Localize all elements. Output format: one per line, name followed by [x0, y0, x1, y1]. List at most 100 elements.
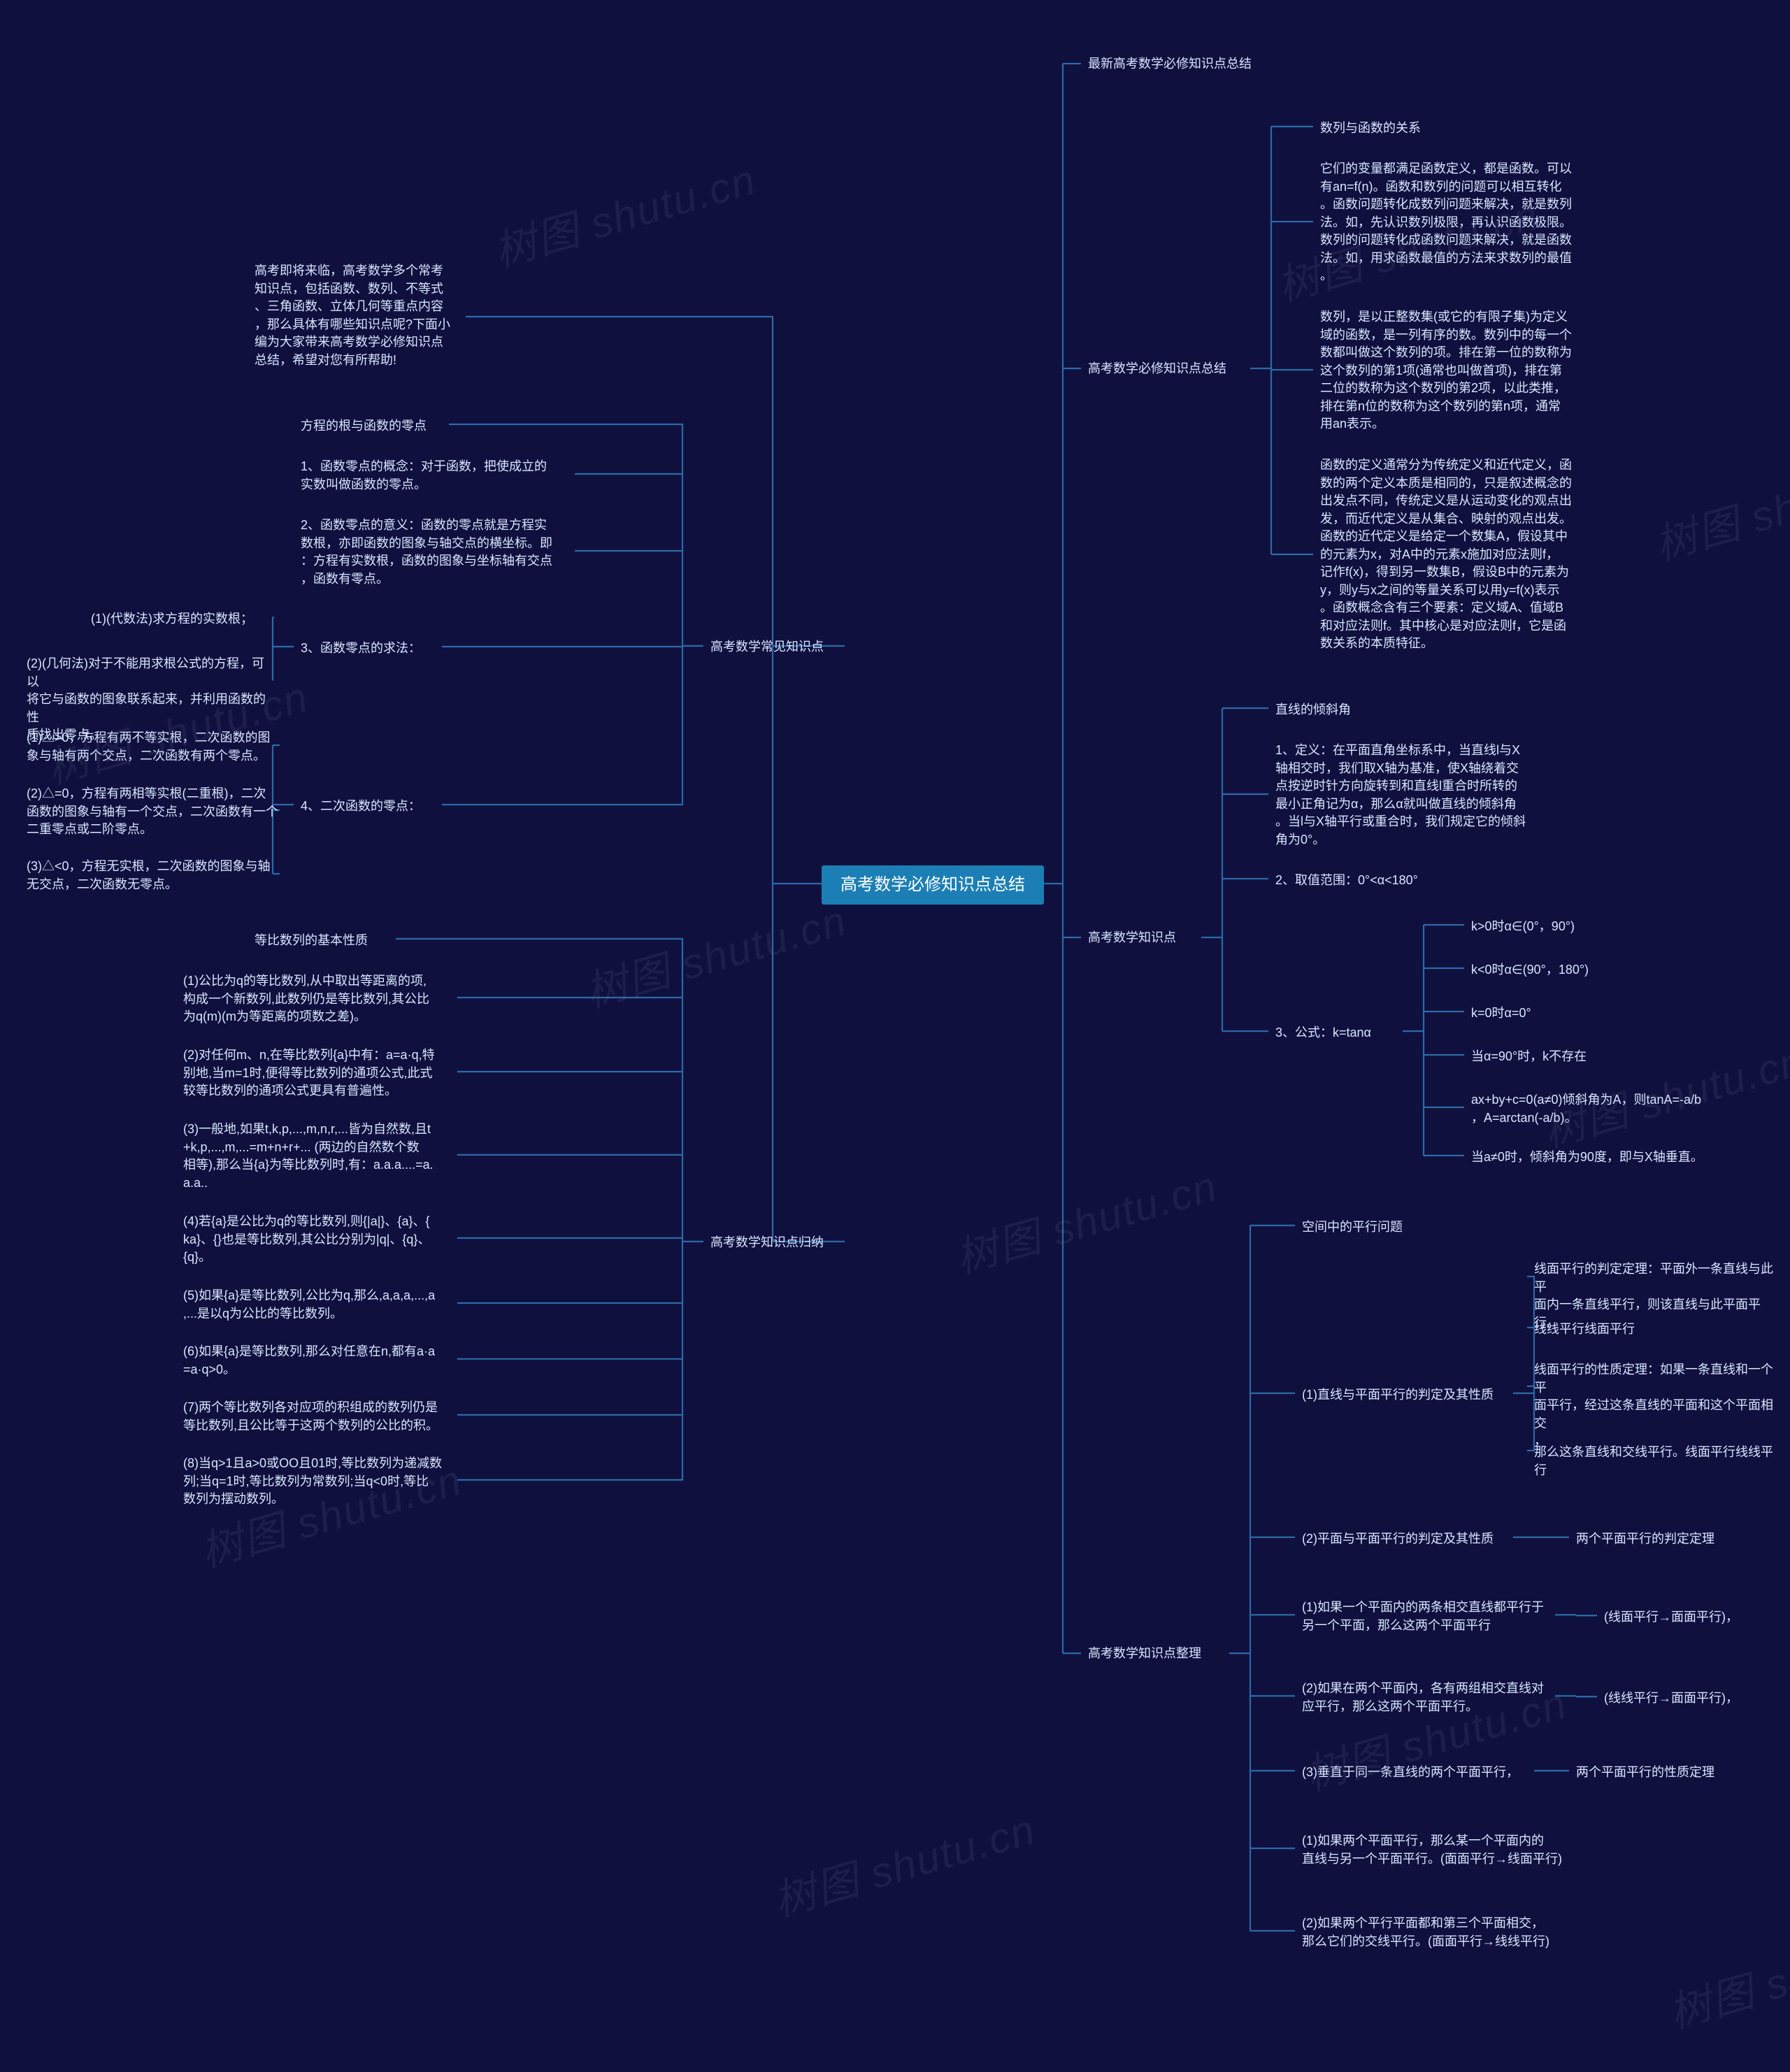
node-R1b: 它们的变量都满足函数定义，都是函数。可以 有an=f(n)。函数和数列的问题可以…: [1317, 158, 1589, 287]
node-label: (3)△<0，方程无实根，二次函数的图象与轴 无交点，二次函数无零点。: [27, 858, 278, 893]
node-label: (6)如果{a}是等比数列,那么对任意在n,都有a·a =a·q>0。: [183, 1343, 456, 1379]
node-R3b4: 那么这条直线和交线平行。线面平行线线平行: [1531, 1441, 1782, 1481]
node-label: 方程的根与函数的零点: [301, 417, 448, 436]
node-L1: 高考数学常见知识点: [708, 636, 846, 659]
node-R3b3: 线面平行的性质定理：如果一条直线和一个平 面平行，经过这条直线的平面和这个平面相…: [1531, 1359, 1782, 1453]
node-R2d1: k>0时α∈(0°，90°): [1468, 916, 1628, 938]
node-label: 它们的变量都满足函数定义，都是函数。可以 有an=f(n)。函数和数列的问题可以…: [1320, 160, 1586, 285]
node-label: 线面平行的性质定理：如果一条直线和一个平 面平行，经过这条直线的平面和这个平面相…: [1534, 1361, 1779, 1451]
node-label: 1、定义：在平面直角坐标系中，当直线l与X 轴相交时，我们取X轴为基准，使X轴绕…: [1275, 742, 1541, 849]
node-L2e: (4)若{a}是公比为q的等比数列,则{|a|}、{a}、{ ka}、{}也是等…: [180, 1211, 459, 1269]
watermark: 树图 shutu.cn: [1661, 1908, 1790, 2041]
node-R3d: (1)如果一个平面内的两条相交直线都平行于 另一个平面，那么这两个平面平行: [1299, 1597, 1556, 1636]
node-label: 高考数学知识点整理: [1088, 1645, 1228, 1663]
node-label: (2)△=0，方程有两相等实根(二重根)，二次 函数的图象与轴有一个交点，二次函…: [27, 785, 278, 839]
node-label: 高考数学常见知识点: [710, 638, 843, 656]
node-L1d: 3、函数零点的求法：: [298, 638, 443, 660]
node-L2i: (8)当q>1且a>0或OO且01时,等比数列为递减数 列;当q=1时,等比数列…: [180, 1453, 459, 1511]
node-L1e1: (1)△>0，方程有两不等实根，二次函数的图 象与轴有两个交点，二次函数有两个零…: [24, 727, 281, 767]
watermark: 树图 shutu.cn: [577, 887, 853, 1020]
node-R2b: 1、定义：在平面直角坐标系中，当直线l与X 轴相交时，我们取X轴为基准，使X轴绕…: [1273, 740, 1544, 851]
node-label: 数列，是以正整数集(或它的有限子集)为定义 域的函数，是一列有序的数。数列中的每…: [1320, 308, 1586, 433]
node-L2f: (5)如果{a}是等比数列,公比为q,那么,a,a,a,...,a ,...是以…: [180, 1285, 459, 1325]
node-label: 2、取值范围：0°<α<180°: [1275, 872, 1457, 890]
node-L2h: (7)两个等比数列各对应项的积组成的数列仍是 等比数列,且公比等于这两个数列的公…: [180, 1397, 459, 1437]
node-R2d: 3、公式：k=tanα: [1273, 1022, 1404, 1044]
node-label: 数列与函数的关系: [1320, 120, 1446, 138]
node-label: (线面平行→面面平行)，: [1604, 1609, 1758, 1627]
node-R2d4: 当α=90°时，k不存在: [1468, 1046, 1628, 1068]
watermark: 树图 shutu.cn: [766, 1796, 1042, 1929]
node-R3da: (线面平行→面面平行)，: [1601, 1606, 1761, 1629]
node-L1c: 2、函数零点的意义：函数的零点就是方程实 数根，亦即函数的图象与轴交点的横坐标。…: [298, 515, 576, 590]
node-label: 高考数学知识点: [1088, 929, 1200, 947]
node-R3g: (1)如果两个平面平行，那么某一个平面内的 直线与另一个平面平行。(面面平行→线…: [1299, 1830, 1570, 1870]
node-R3f: (3)垂直于同一条直线的两个平面平行，: [1299, 1762, 1535, 1784]
node-R2d6: 当a≠0时，倾斜角为90度，即与X轴垂直。: [1468, 1146, 1726, 1169]
node-L2a: 等比数列的基本性质: [252, 930, 397, 952]
node-R1: 高考数学必修知识点总结: [1085, 358, 1252, 380]
node-L2d: (3)一般地,如果t,k,p,...,m,n,r,...皆为自然数,且t +k,…: [180, 1118, 459, 1194]
node-R0: 最新高考数学必修知识点总结: [1085, 53, 1287, 75]
node-R3e: (2)如果在两个平面内，各有两组相交直线对 应平行，那么这两个平面平行。: [1299, 1678, 1556, 1718]
node-R3ea: (线线平行→面面平行)，: [1601, 1688, 1761, 1710]
node-label: 4、二次函数的零点：: [301, 798, 441, 816]
node-L0: 高考即将来临，高考数学多个常考 知识点，包括函数、数列、不等式 、三角函数、立体…: [252, 260, 467, 371]
node-label: k=0时α=0°: [1471, 1005, 1583, 1023]
node-label: 当a≠0时，倾斜角为90度，即与X轴垂直。: [1471, 1149, 1723, 1167]
mindmap-canvas: 高考数学必修知识点总结 高考即将来临，高考数学多个常考 知识点，包括函数、数列、不…: [0, 0, 1790, 2072]
node-label: 空间中的平行问题: [1302, 1218, 1428, 1237]
node-label: 高考数学必修知识点总结: [1088, 360, 1249, 378]
node-L1e: 4、二次函数的零点：: [298, 796, 443, 818]
node-label: (5)如果{a}是等比数列,公比为q,那么,a,a,a,...,a ,...是以…: [183, 1287, 456, 1323]
node-label: (1)如果两个平面平行，那么某一个平面内的 直线与另一个平面平行。(面面平行→线…: [1302, 1832, 1568, 1868]
node-R3: 高考数学知识点整理: [1085, 1643, 1231, 1665]
node-label: ax+by+c=0(a≠0)倾斜角为A，则tanA=-a/b ，A=arctan…: [1471, 1091, 1723, 1127]
node-R2: 高考数学知识点: [1085, 927, 1203, 949]
center-node: 高考数学必修知识点总结: [822, 865, 1044, 905]
node-R3c: (2)平面与平面平行的判定及其性质: [1299, 1528, 1515, 1551]
node-L2: 高考数学知识点归纳: [708, 1232, 846, 1254]
node-R3fa: 两个平面平行的性质定理: [1573, 1762, 1740, 1784]
node-label: 3、公式：k=tanα: [1275, 1024, 1401, 1042]
node-label: 那么这条直线和交线平行。线面平行线线平行: [1534, 1444, 1779, 1479]
node-label: 最新高考数学必修知识点总结: [1088, 55, 1284, 73]
node-label: 函数的定义通常分为传统定义和近代定义，函 数的两个定义本质是相同的，只是叙述概念…: [1320, 456, 1586, 653]
node-label: (1)直线与平面平行的判定及其性质: [1302, 1386, 1512, 1404]
node-label: k<0时α∈(90°，180°): [1471, 961, 1625, 979]
node-R3ca: 两个平面平行的判定定理: [1573, 1528, 1740, 1551]
node-R2d3: k=0时α=0°: [1468, 1002, 1586, 1025]
watermark: 树图 shutu.cn: [486, 146, 762, 279]
node-label: (2)对任何m、n,在等比数列{a}中有：a=a·q,特 别地,当m=1时,便得…: [183, 1046, 456, 1100]
node-label: 两个平面平行的性质定理: [1576, 1764, 1737, 1782]
node-R2c: 2、取值范围：0°<α<180°: [1273, 870, 1460, 892]
node-R1a: 数列与函数的关系: [1317, 117, 1449, 140]
node-label: (1)公比为q的等比数列,从中取出等距离的项, 构成一个新数列,此数列仍是等比数…: [183, 972, 456, 1026]
node-label: (7)两个等比数列各对应项的积组成的数列仍是 等比数列,且公比等于这两个数列的公…: [183, 1399, 456, 1434]
node-R2a: 直线的倾斜角: [1273, 699, 1390, 721]
link: [1403, 925, 1424, 1156]
link: [1229, 1225, 1250, 1931]
link: [1555, 1615, 1576, 1616]
node-label: (3)一般地,如果t,k,p,...,m,n,r,...皆为自然数,且t +k,…: [183, 1121, 456, 1192]
node-label: 高考即将来临，高考数学多个常考 知识点，包括函数、数列、不等式 、三角函数、立体…: [255, 262, 464, 369]
node-R3h: (2)如果两个平行平面都和第三个平面相交， 那么它们的交线平行。(面面平行→线线…: [1299, 1913, 1570, 1952]
node-R2d5: ax+by+c=0(a≠0)倾斜角为A，则tanA=-a/b ，A=arctan…: [1468, 1089, 1726, 1129]
watermark: 树图 shutu.cn: [1647, 440, 1790, 573]
node-L2c: (2)对任何m、n,在等比数列{a}中有：a=a·q,特 别地,当m=1时,便得…: [180, 1044, 459, 1102]
node-L1e2: (2)△=0，方程有两相等实根(二重根)，二次 函数的图象与轴有一个交点，二次函…: [24, 783, 281, 841]
node-label: 2、函数零点的意义：函数的零点就是方程实 数根，亦即函数的图象与轴交点的横坐标。…: [301, 517, 573, 588]
node-label: 当α=90°时，k不存在: [1471, 1048, 1625, 1066]
node-label: 等比数列的基本性质: [255, 932, 394, 950]
node-label: (线线平行→面面平行)，: [1604, 1690, 1758, 1708]
node-R1d: 函数的定义通常分为传统定义和近代定义，函 数的两个定义本质是相同的，只是叙述概念…: [1317, 454, 1589, 655]
node-label: (1)如果一个平面内的两条相交直线都平行于 另一个平面，那么这两个平面平行: [1302, 1599, 1554, 1634]
node-label: (3)垂直于同一条直线的两个平面平行，: [1302, 1764, 1533, 1782]
node-label: k>0时α∈(0°，90°): [1471, 918, 1625, 936]
node-L2g: (6)如果{a}是等比数列,那么对任意在n,都有a·a =a·q>0。: [180, 1341, 459, 1381]
node-L1d1: (1)(代数法)求方程的实数根；: [88, 608, 275, 631]
node-R1c: 数列，是以正整数集(或它的有限子集)为定义 域的函数，是一列有序的数。数列中的每…: [1317, 306, 1589, 436]
node-label: 线线平行线面平行: [1534, 1321, 1660, 1339]
watermark: 树图 shutu.cn: [947, 1153, 1224, 1286]
node-R3b: (1)直线与平面平行的判定及其性质: [1299, 1384, 1515, 1406]
